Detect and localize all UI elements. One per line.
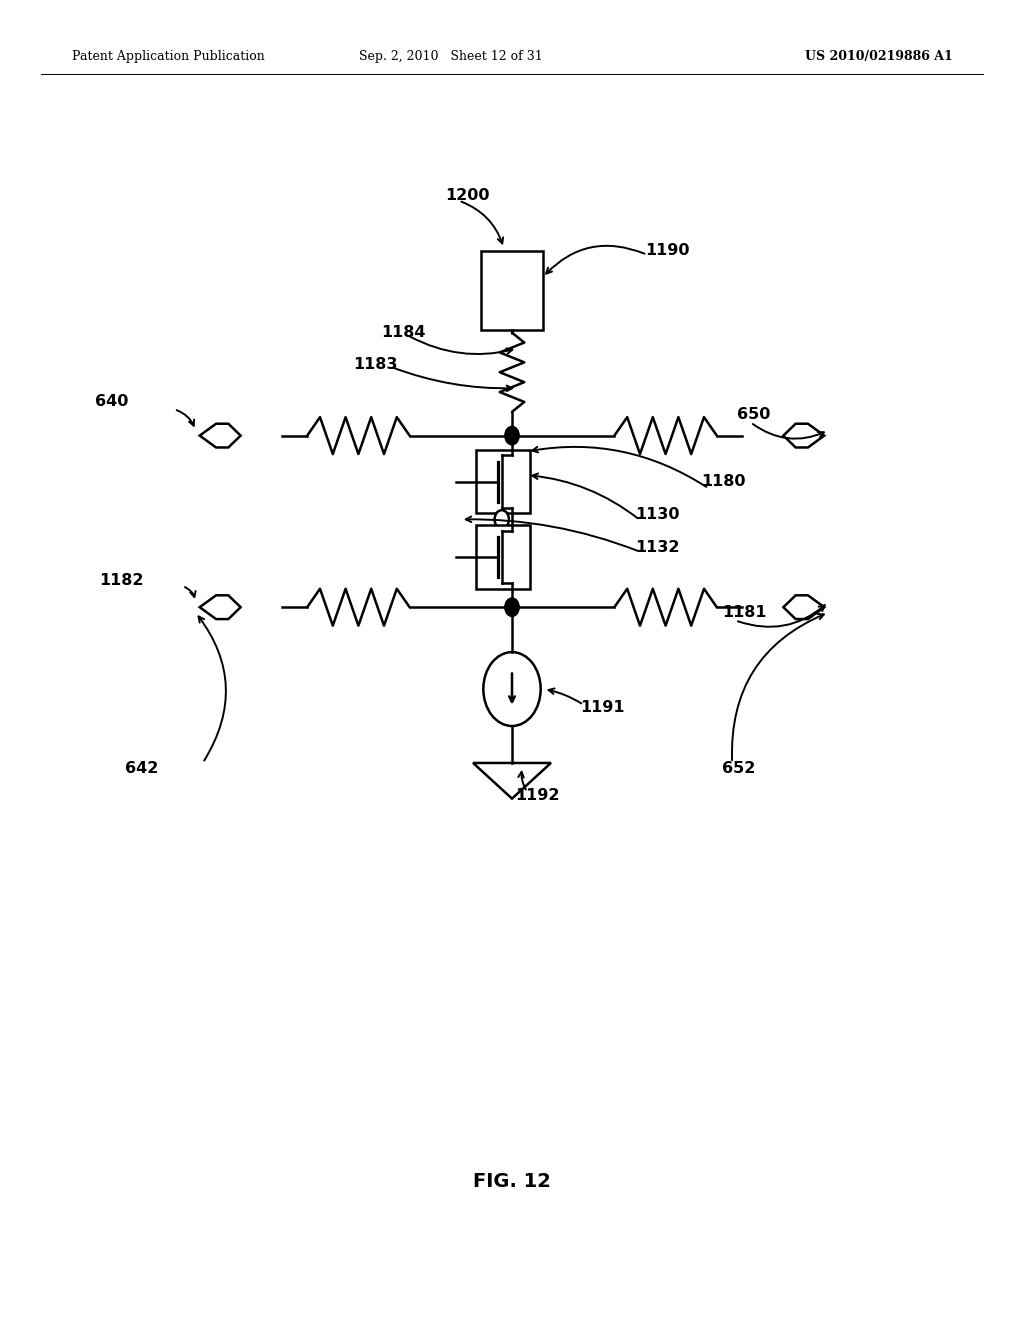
Text: Patent Application Publication: Patent Application Publication	[72, 50, 264, 63]
Bar	[476, 450, 530, 513]
Text: 650: 650	[737, 407, 771, 422]
Circle shape	[505, 598, 519, 616]
Text: 640: 640	[94, 393, 128, 409]
Text: FIG. 12: FIG. 12	[473, 1172, 551, 1191]
Text: 1180: 1180	[701, 474, 745, 490]
Text: 1191: 1191	[581, 700, 625, 715]
Text: 652: 652	[722, 760, 756, 776]
Bar	[476, 525, 530, 589]
Text: Sep. 2, 2010   Sheet 12 of 31: Sep. 2, 2010 Sheet 12 of 31	[358, 50, 543, 63]
Polygon shape	[783, 424, 824, 447]
Text: 1190: 1190	[645, 243, 689, 259]
Text: 642: 642	[125, 760, 159, 776]
Polygon shape	[200, 595, 241, 619]
Circle shape	[505, 426, 519, 445]
Text: 1192: 1192	[515, 788, 559, 804]
Text: 1132: 1132	[635, 540, 679, 556]
Bar	[481, 251, 543, 330]
Text: 1182: 1182	[99, 573, 143, 589]
Text: US 2010/0219886 A1: US 2010/0219886 A1	[805, 50, 952, 63]
Polygon shape	[200, 424, 241, 447]
Polygon shape	[783, 595, 824, 619]
Text: 1200: 1200	[445, 187, 489, 203]
Text: 1130: 1130	[635, 507, 679, 523]
Circle shape	[495, 510, 509, 528]
Text: 1184: 1184	[381, 325, 425, 341]
Circle shape	[483, 652, 541, 726]
Text: 1183: 1183	[353, 356, 397, 372]
Polygon shape	[473, 763, 551, 799]
Text: 1181: 1181	[722, 605, 766, 620]
